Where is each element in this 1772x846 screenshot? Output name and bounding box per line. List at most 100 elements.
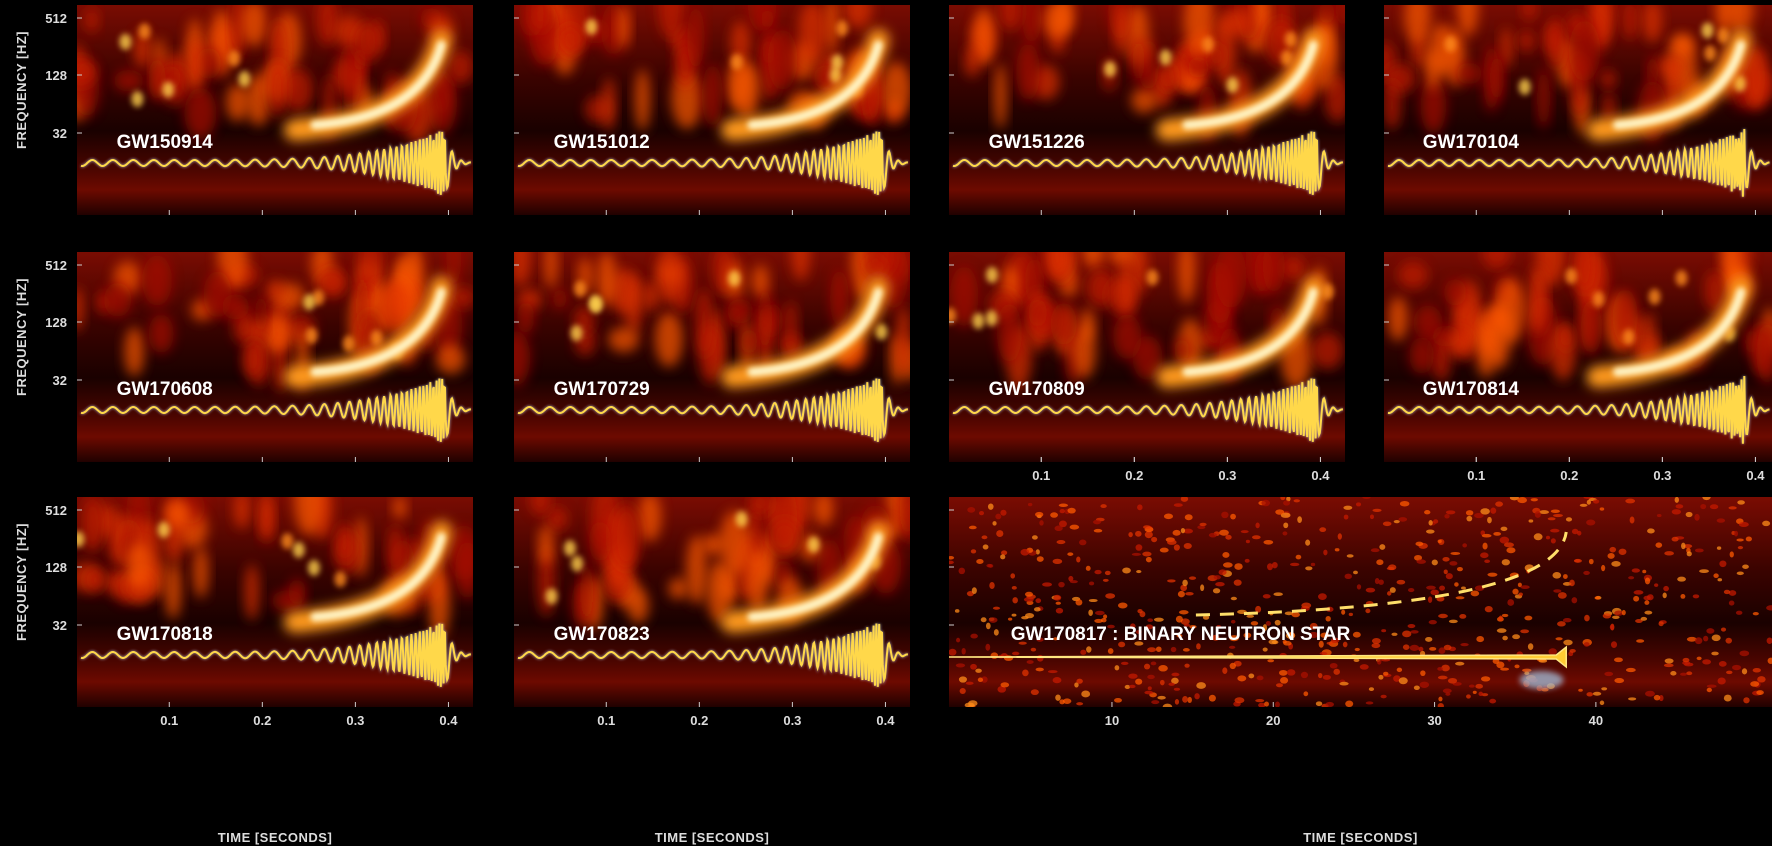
noise-blob [881, 62, 912, 118]
noise-speckle [1724, 590, 1730, 594]
noise-speckle [1263, 540, 1273, 545]
noise-blob [994, 64, 1006, 130]
panel-label: GW151226 [989, 132, 1085, 153]
noise-speckle [1672, 509, 1681, 514]
noise-blob [193, 547, 208, 598]
noise-speckle [1200, 584, 1204, 591]
noise-blob [1319, 2, 1335, 24]
noise-blob [379, 280, 411, 333]
panel-label: GW170729 [554, 379, 650, 400]
noise-speckle [1520, 585, 1529, 589]
noise-speckle [1318, 673, 1322, 678]
noise-speckle [955, 609, 960, 613]
noise-speckle [1438, 614, 1448, 618]
noise-speckle [1282, 531, 1287, 535]
noise-speckle [1398, 517, 1407, 522]
hot-spot [228, 50, 240, 66]
noise-speckle [1619, 549, 1627, 555]
noise-speckle [960, 688, 966, 694]
panel-label: GW170814 [1423, 379, 1520, 400]
noise-speckle [1461, 587, 1466, 590]
noise-blob [638, 493, 662, 542]
noise-speckle [1633, 596, 1639, 602]
noise-speckle [1471, 590, 1480, 596]
noise-speckle [1625, 499, 1635, 504]
noise-speckle [1365, 609, 1370, 614]
noise-speckle [1558, 592, 1567, 599]
noise-speckle [1020, 549, 1029, 556]
noise-speckle [1713, 573, 1718, 578]
noise-blob [1051, 302, 1077, 345]
noise-speckle [1707, 688, 1712, 692]
hot-spot [972, 313, 984, 329]
noise-speckle [1225, 535, 1231, 540]
noise-speckle [1290, 563, 1299, 566]
noise-blob [1114, 2, 1127, 54]
noise-speckle [1101, 618, 1107, 622]
hot-spot [1227, 77, 1239, 93]
noise-speckle [1466, 694, 1471, 698]
noise-blob [655, 312, 683, 367]
noise-speckle [1518, 592, 1522, 596]
hot-spot [545, 588, 557, 604]
noise-speckle [1230, 663, 1236, 669]
noise-speckle [1402, 631, 1411, 638]
noise-speckle [1035, 598, 1041, 603]
noise-blob [580, 561, 593, 623]
noise-speckle [1737, 571, 1744, 575]
noise-blob [734, 62, 760, 119]
noise-speckle [1457, 567, 1463, 571]
noise-speckle [1039, 520, 1043, 525]
x-tick-label: 0.2 [690, 713, 708, 728]
noise-speckle [1476, 636, 1484, 642]
noise-speckle [1148, 686, 1152, 690]
noise-speckle [1343, 506, 1352, 510]
noise-blob [1029, 299, 1047, 328]
noise-speckle [1654, 695, 1661, 701]
noise-speckle [1036, 668, 1044, 672]
y-tick-label: 128 [45, 315, 67, 330]
noise-speckle [1067, 552, 1073, 556]
noise-speckle [1076, 557, 1080, 563]
noise-speckle [1275, 509, 1284, 514]
noise-speckle [1316, 701, 1322, 706]
noise-speckle [1528, 643, 1533, 650]
noise-speckle [1710, 504, 1718, 509]
noise-speckle [1612, 616, 1620, 619]
noise-speckle [1184, 664, 1189, 668]
noise-speckle [1670, 671, 1676, 676]
noise-blob [1388, 297, 1408, 341]
noise-speckle [988, 564, 993, 568]
noise-speckle [1255, 699, 1264, 702]
noise-blob [1518, 30, 1534, 52]
noise-speckle [962, 648, 966, 655]
noise-speckle [1636, 639, 1644, 643]
noise-speckle [1086, 566, 1091, 571]
noise-speckle [1189, 576, 1196, 579]
noise-blob [1548, 17, 1564, 69]
noise-speckle [989, 617, 998, 623]
noise-speckle [1552, 572, 1561, 579]
noise-blob [752, 265, 769, 297]
hot-spot [162, 82, 174, 98]
hot-spot [875, 324, 887, 340]
noise-speckle [1276, 683, 1283, 687]
hot-spot [986, 310, 998, 326]
noise-speckle [1175, 699, 1179, 705]
noise-speckle [1144, 691, 1153, 695]
noise-speckle [1325, 702, 1334, 707]
noise-speckle [1686, 671, 1692, 675]
noise-speckle [1075, 599, 1082, 605]
x-tick-label: 0.3 [783, 713, 801, 728]
noise-blob [538, 525, 554, 565]
noise-blob [965, 46, 979, 77]
noise-speckle [1349, 613, 1353, 616]
y-tick-label: 512 [45, 503, 67, 518]
noise-blob [1113, 314, 1141, 360]
noise-speckle [1583, 571, 1590, 575]
hot-spot [836, 20, 848, 36]
noise-blob [1490, 54, 1504, 102]
noise-speckle [1294, 499, 1300, 502]
noise-speckle [1070, 525, 1079, 530]
noise-speckle [1105, 571, 1111, 575]
